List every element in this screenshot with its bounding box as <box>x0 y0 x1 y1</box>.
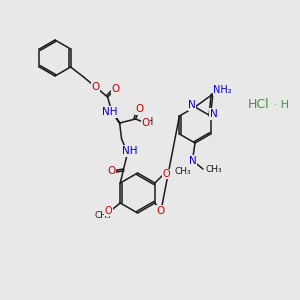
Text: N: N <box>189 156 197 166</box>
Text: O: O <box>136 104 144 114</box>
Text: HCl: HCl <box>248 98 270 112</box>
Text: H: H <box>146 117 153 127</box>
Polygon shape <box>112 111 121 124</box>
Text: NH: NH <box>102 107 117 117</box>
Text: N: N <box>188 100 196 110</box>
Text: O: O <box>104 206 112 216</box>
Text: CH₃: CH₃ <box>206 164 223 173</box>
Text: O: O <box>162 169 170 179</box>
Text: O: O <box>157 206 165 216</box>
Text: O: O <box>112 84 120 94</box>
Text: O: O <box>92 82 100 92</box>
Text: · H: · H <box>270 100 289 110</box>
Text: N: N <box>210 109 218 119</box>
Text: CH₃: CH₃ <box>175 167 191 176</box>
Text: O: O <box>142 118 150 128</box>
Text: NH: NH <box>122 146 137 156</box>
Text: NH₂: NH₂ <box>214 85 232 95</box>
Text: CH₃: CH₃ <box>94 211 111 220</box>
Text: O: O <box>107 166 116 176</box>
